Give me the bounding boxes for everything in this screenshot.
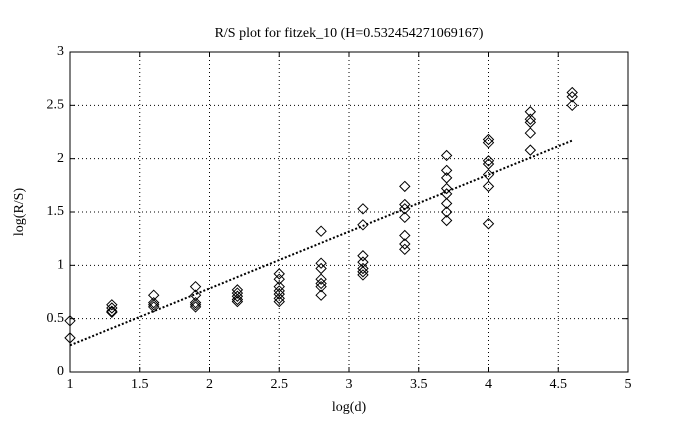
x-tick-label: 4 [485,377,492,392]
y-tick-label: 0 [57,364,64,379]
point [315,277,327,290]
point [399,211,411,224]
point [524,113,537,125]
point [482,133,495,146]
point [315,257,327,269]
point [524,127,537,139]
point [399,180,411,193]
point [482,136,495,149]
y-tick-label: 1 [57,258,64,273]
point [399,229,411,242]
point [566,86,578,99]
point [440,197,453,210]
point [231,287,244,299]
point [357,266,369,278]
point [231,293,244,306]
point [357,250,369,262]
point [106,305,118,317]
x-tick-label: 5 [625,377,632,392]
point [440,149,453,162]
x-tick-label: 2.5 [271,377,289,392]
point [189,296,202,309]
point [315,225,327,237]
point [482,218,495,230]
point [64,332,76,344]
point [147,299,160,311]
plot-frame [69,51,629,373]
point [231,290,244,302]
point [482,180,495,193]
y-tick-label: 1.5 [47,204,65,219]
point [106,299,118,311]
y-tick-label: 0.5 [47,311,65,326]
y-tick-label: 2.5 [47,98,65,113]
point [273,295,285,308]
point [273,268,285,280]
x-tick-label: 3 [346,377,353,392]
point [357,203,369,215]
point [189,299,202,311]
point [106,306,118,318]
point [189,301,202,313]
point [357,219,369,231]
point [273,280,285,293]
point [357,262,369,275]
point [315,289,327,301]
y-tick-label: 3 [57,44,64,59]
x-tick-label: 4.5 [550,377,568,392]
point [566,91,578,103]
point [440,164,453,177]
point [315,280,327,293]
point [357,269,369,281]
point [231,295,244,308]
point [189,280,202,293]
point [566,99,578,112]
point [147,296,160,309]
point [273,292,285,305]
x-tick-label: 2 [206,377,213,392]
x-tick-label: 3.5 [410,377,428,392]
point [440,214,453,227]
point [315,273,327,285]
point [273,288,285,300]
point [482,155,495,167]
point [440,182,453,195]
point [106,302,118,314]
x-tick-label: 1 [67,377,74,392]
x-axis-label: log(d) [332,400,367,415]
y-tick-label: 2 [57,151,64,166]
point [524,144,537,156]
y-axis-label: log(R/S) [12,188,27,237]
point [482,168,495,181]
x-tick-label: 1.5 [131,377,149,392]
point [399,243,411,256]
point [273,273,285,285]
chart-title: R/S plot for fitzek_10 (H=0.532454271069… [215,26,484,41]
point [440,206,453,218]
point [147,301,160,313]
point [399,238,411,250]
point [64,315,76,327]
